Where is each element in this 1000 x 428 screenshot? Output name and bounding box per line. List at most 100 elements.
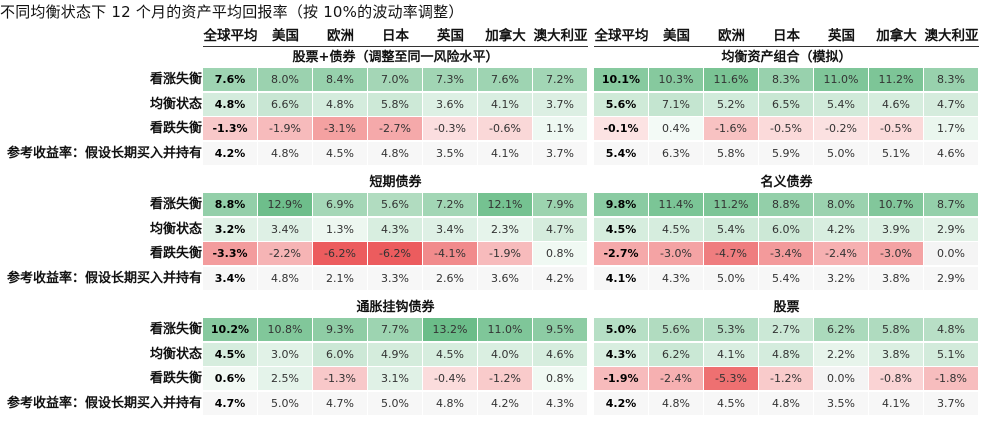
heatmap-cell: 4.3% (594, 342, 648, 366)
heatmap-cell: -4.1% (423, 242, 477, 265)
heatmap-cell: 0.0% (814, 367, 868, 390)
heatmap-cell: 4.7% (203, 391, 257, 415)
heatmap-cell: 4.5% (203, 342, 257, 366)
heatmap-cell: 4.8% (924, 318, 978, 341)
heatmap-cell: 12.1% (478, 193, 532, 216)
header-divider (594, 46, 979, 47)
heatmap-cell: 11.0% (478, 318, 532, 341)
heatmap-cell: 2.9% (924, 266, 978, 290)
heatmap-cell: 9.8% (594, 193, 648, 216)
column-header: 加拿大 (876, 28, 917, 44)
heatmap-cell: 5.6% (368, 193, 422, 216)
column-header: 加拿大 (485, 28, 526, 44)
heatmap-cell: 6.0% (313, 342, 367, 366)
heatmap-cell: 0.0% (924, 242, 978, 265)
heatmap-cell: 4.8% (759, 391, 813, 415)
row-label: 参考收益率：假设长期买入并持有 (6, 395, 202, 411)
panel-title: 股票+债券（调整至同一风险水平） (292, 50, 499, 65)
heatmap-cell: 2.3% (478, 217, 532, 241)
heatmap-cell: 1.1% (533, 117, 587, 140)
heatmap-cell: 4.5% (423, 342, 477, 366)
heatmap-cell: 3.3% (368, 266, 422, 290)
heatmap-cell: 8.7% (924, 193, 978, 216)
heatmap-cell: 1.7% (924, 117, 978, 140)
heatmap-cell: 12.9% (258, 193, 312, 216)
heatmap-cell: 10.2% (203, 318, 257, 341)
heatmap-cell: 3.4% (203, 266, 257, 290)
heatmap-cell: 5.0% (368, 391, 422, 415)
heatmap-cell: 4.2% (478, 391, 532, 415)
row-label: 参考收益率：假设长期买入并持有 (6, 145, 202, 161)
heatmap-cell: 3.6% (423, 92, 477, 116)
heatmap-cell: 3.7% (533, 141, 587, 165)
heatmap-cell: -1.9% (478, 242, 532, 265)
heatmap-cell: 10.3% (649, 68, 703, 91)
heatmap-cell: 4.1% (478, 92, 532, 116)
heatmap-cell: 7.1% (649, 92, 703, 116)
heatmap-cell: 6.6% (258, 92, 312, 116)
heatmap-cell: 4.1% (869, 391, 923, 415)
row-label: 看跌失衡 (149, 121, 202, 136)
heatmap-cell: 7.0% (368, 68, 422, 91)
column-header: 全球平均 (594, 28, 649, 44)
heatmap-cell: 4.1% (478, 141, 532, 165)
header-divider (203, 46, 588, 47)
heatmap-cell: 3.5% (814, 391, 868, 415)
heatmap-cell: 2.9% (924, 217, 978, 241)
heatmap-cell: -0.3% (423, 117, 477, 140)
heatmap-cell: 4.6% (533, 342, 587, 366)
heatmap-cell: -0.5% (869, 117, 923, 140)
heatmap-cell: 5.9% (759, 141, 813, 165)
heatmap-cell: -3.4% (759, 242, 813, 265)
heatmap-cell: 4.3% (533, 391, 587, 415)
heatmap-cell: 4.7% (313, 391, 367, 415)
column-header: 美国 (663, 28, 690, 44)
heatmap-cell: 4.8% (368, 141, 422, 165)
heatmap-cell: 3.6% (478, 266, 532, 290)
heatmap-cell: 5.4% (704, 217, 758, 241)
heatmap-cell: 6.2% (649, 342, 703, 366)
heatmap-cell: 6.9% (313, 193, 367, 216)
heatmap-cell: -4.7% (704, 242, 758, 265)
heatmap-cell: -1.9% (594, 367, 648, 390)
row-label: 看涨失衡 (149, 72, 202, 87)
heatmap-cell: -0.2% (814, 117, 868, 140)
heatmap-cell: -0.5% (759, 117, 813, 140)
column-header: 美国 (272, 28, 299, 44)
row-label: 看跌失衡 (149, 246, 202, 261)
heatmap-cell: 7.6% (478, 68, 532, 91)
heatmap-cell: 8.3% (759, 68, 813, 91)
heatmap-cell: 4.8% (649, 391, 703, 415)
heatmap-cell: 7.7% (368, 318, 422, 341)
heatmap-cell: -2.7% (368, 117, 422, 140)
row-label: 均衡状态 (149, 96, 202, 112)
column-header-row-left: 全球平均 美国 欧洲 日本 英国 加拿大 澳大利亚 (203, 26, 588, 46)
heatmap-cell: 8.4% (313, 68, 367, 91)
row-label: 看涨失衡 (149, 197, 202, 212)
heatmap-cell: 8.8% (203, 193, 257, 216)
heatmap-cell: 4.8% (258, 141, 312, 165)
heatmap-cell: -5.3% (704, 367, 758, 390)
heatmap-cell: -2.2% (258, 242, 312, 265)
heatmap-cell: -3.3% (203, 242, 257, 265)
heatmap-cell: 10.1% (594, 68, 648, 91)
column-header-row-right: 全球平均 美国 欧洲 日本 英国 加拿大 澳大利亚 (594, 26, 979, 46)
heatmap-cell: 6.5% (759, 92, 813, 116)
heatmap-cell: 4.7% (924, 92, 978, 116)
heatmap-cell: 11.2% (704, 193, 758, 216)
heatmap-cell: -3.0% (869, 242, 923, 265)
heatmap-cell: 5.0% (258, 391, 312, 415)
heatmap-cell: 5.8% (869, 318, 923, 341)
panel-title: 名义债券 (760, 175, 813, 190)
heatmap-cell: 7.2% (533, 68, 587, 91)
heatmap-cell: 5.8% (704, 141, 758, 165)
column-header: 欧洲 (327, 28, 354, 44)
heatmap-cell: -1.9% (258, 117, 312, 140)
column-header: 全球平均 (203, 28, 258, 44)
heatmap-cell: -6.2% (313, 242, 367, 265)
heatmap-cell: 3.0% (258, 342, 312, 366)
heatmap-cell: 3.1% (368, 367, 422, 390)
heatmap-cell: 4.8% (423, 391, 477, 415)
heatmap-cell: -3.1% (313, 117, 367, 140)
heatmap-cell: 4.8% (258, 266, 312, 290)
